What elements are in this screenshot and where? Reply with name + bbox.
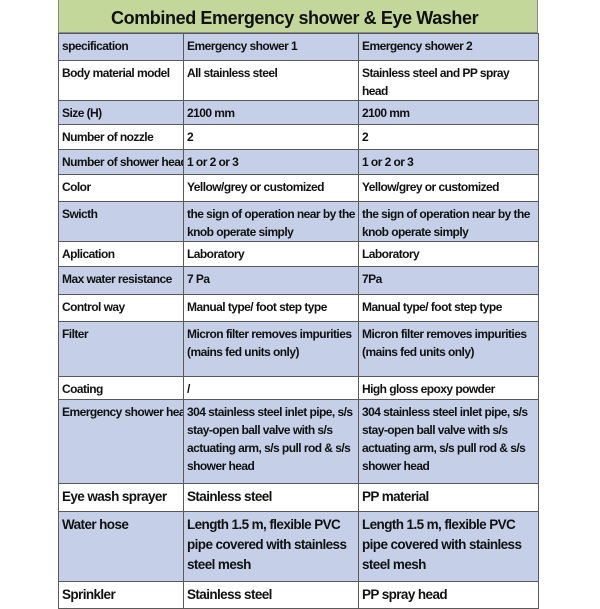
table-row: Water hose Length 1.5 m, flexible PVC pip… bbox=[58, 511, 539, 582]
cell-shower-2-column: Manual type/ foot step type bbox=[358, 294, 539, 322]
cell-spec-column: Size (H) bbox=[58, 100, 184, 125]
cell-shower-1-column: the sign of operation near by the knob o… bbox=[183, 201, 359, 242]
cell-shower-2-column: PP spray head bbox=[358, 581, 539, 609]
header-cell-spec-column: specification bbox=[58, 33, 184, 61]
cell-spec-column: Eye wash sprayer bbox=[58, 483, 184, 512]
cell-spec-column: Filter bbox=[58, 321, 184, 377]
cell-shower-2-column: 7Pa bbox=[358, 266, 539, 295]
cell-shower-2-column: 2 bbox=[358, 124, 539, 150]
cell-spec-column: Sprinkler bbox=[58, 581, 184, 609]
cell-shower-1-column: 2100 mm bbox=[183, 100, 359, 125]
cell-spec-column: Emergency shower head bbox=[58, 399, 184, 484]
cell-spec-column: Aplication bbox=[58, 241, 184, 267]
cell-shower-1-column: 2 bbox=[183, 124, 359, 150]
cell-shower-1-column: Stainless steel bbox=[183, 483, 359, 512]
cell-spec-column: Max water resistance bbox=[58, 266, 184, 295]
table-row: Number of nozzle 2 2 bbox=[58, 124, 539, 150]
cell-spec-column: Water hose bbox=[58, 511, 184, 582]
cell-shower-2-column: Yellow/grey or customized bbox=[358, 174, 539, 202]
table-row: Color Yellow/grey or customized Yellow/gre… bbox=[58, 174, 539, 202]
table-row: Sprinkler Stainless steel PP spray head bbox=[58, 581, 539, 609]
cell-spec-column: Swicth bbox=[58, 201, 184, 242]
cell-spec-column: Coating bbox=[58, 376, 184, 400]
header-row: specification Emergency shower 1 Emergency… bbox=[58, 33, 539, 61]
cell-spec-column: Number of shower head bbox=[58, 149, 184, 175]
cell-shower-1-column: Yellow/grey or customized bbox=[183, 174, 359, 202]
cell-shower-1-column: Manual type/ foot step type bbox=[183, 294, 359, 322]
header-cell-shower-1-column: Emergency shower 1 bbox=[183, 33, 359, 61]
cell-shower-1-column: / bbox=[183, 376, 359, 400]
cell-shower-2-column: 304 stainless steel inlet pipe, s/s stay… bbox=[358, 399, 539, 484]
table-row: Control way Manual type/ foot step type Ma… bbox=[58, 294, 539, 322]
cell-shower-1-column: 304 stainless steel inlet pipe, s/s stay… bbox=[183, 399, 359, 484]
table-row: Eye wash sprayer Stainless steel PP materi… bbox=[58, 483, 539, 512]
cell-shower-2-column: Laboratory bbox=[358, 241, 539, 267]
cell-shower-1-column: 7 Pa bbox=[183, 266, 359, 295]
cell-shower-1-column: All stainless steel bbox=[183, 60, 359, 101]
table-row: Size (H) 2100 mm 2100 mm bbox=[58, 100, 539, 125]
cell-shower-2-column: the sign of operation near by the knob o… bbox=[358, 201, 539, 242]
cell-shower-2-column: High gloss epoxy powder bbox=[358, 376, 539, 400]
cell-shower-1-column: 1 or 2 or 3 bbox=[183, 149, 359, 175]
table-row: Max water resistance 7 Pa 7Pa bbox=[58, 266, 539, 295]
cell-shower-2-column: 2100 mm bbox=[358, 100, 539, 125]
cell-shower-1-column: Micron filter removes impurities (mains … bbox=[183, 321, 359, 377]
cell-shower-2-column: 1 or 2 or 3 bbox=[358, 149, 539, 175]
spec-sheet: Combined Emergency shower & Eye Washer s… bbox=[58, 0, 539, 609]
table-row: Swicth the sign of operation near by the … bbox=[58, 201, 539, 242]
cell-shower-2-column: Length 1.5 m, flexible PVC pipe covered … bbox=[358, 511, 539, 582]
cell-shower-2-column: PP material bbox=[358, 483, 539, 512]
spec-table: specification Emergency shower 1 Emergency… bbox=[58, 33, 539, 609]
cell-shower-1-column: Length 1.5 m, flexible PVC pipe covered … bbox=[183, 511, 359, 582]
table-row: Body material model All stainless steel St… bbox=[58, 60, 539, 101]
cell-spec-column: Control way bbox=[58, 294, 184, 322]
cell-spec-column: Color bbox=[58, 174, 184, 202]
table-row: Coating / High gloss epoxy powder bbox=[58, 376, 539, 400]
cell-spec-column: Body material model bbox=[58, 60, 184, 101]
cell-shower-1-column: Stainless steel bbox=[183, 581, 359, 609]
sheet-title: Combined Emergency shower & Eye Washer bbox=[58, 0, 538, 33]
cell-shower-1-column: Laboratory bbox=[183, 241, 359, 267]
table-row: Emergency shower head 304 stainless steel… bbox=[58, 399, 539, 484]
cell-shower-2-column: Micron filter removes impurities (mains … bbox=[358, 321, 539, 377]
header-cell-shower-2-column: Emergency shower 2 bbox=[358, 33, 539, 61]
cell-shower-2-column: Stainless steel and PP spray head bbox=[358, 60, 539, 101]
cell-spec-column: Number of nozzle bbox=[58, 124, 184, 150]
table-row: Aplication Laboratory Laboratory bbox=[58, 241, 539, 267]
table-row: Filter Micron filter removes impurities (… bbox=[58, 321, 539, 377]
